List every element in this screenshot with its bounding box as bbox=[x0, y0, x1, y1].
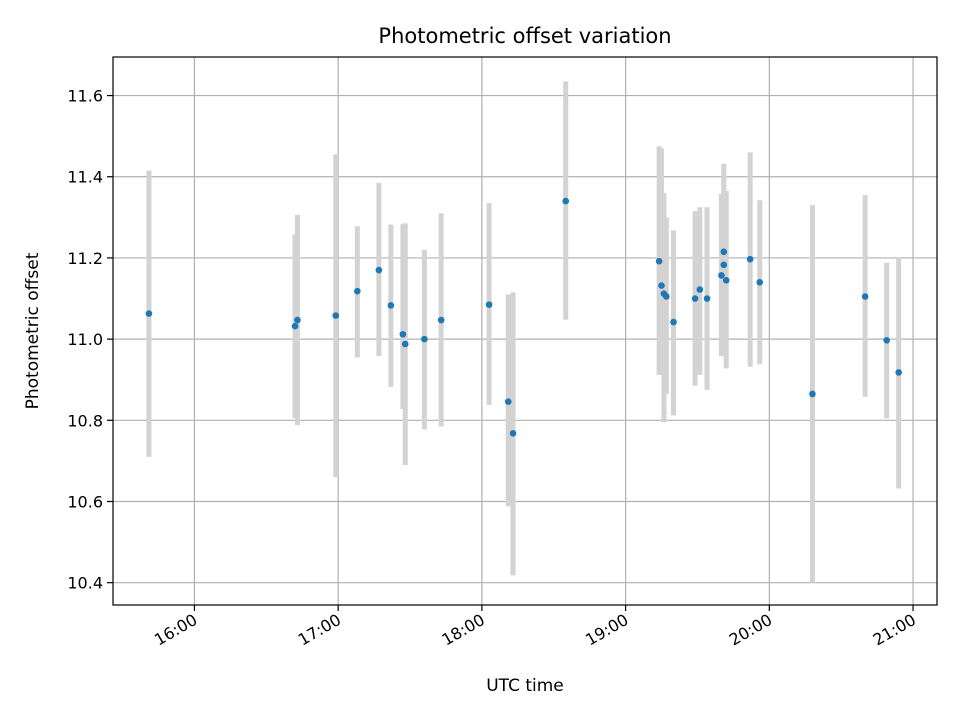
data-point bbox=[387, 302, 395, 309]
data-point bbox=[691, 295, 699, 302]
grid bbox=[113, 57, 937, 605]
y-tick-label: 11.4 bbox=[67, 168, 103, 187]
data-point bbox=[399, 330, 407, 338]
data-point bbox=[562, 197, 570, 205]
chart-title: Photometric offset variation bbox=[378, 24, 671, 48]
data-point bbox=[809, 390, 816, 398]
y-axis-label: Photometric offset bbox=[23, 252, 43, 409]
data-points bbox=[145, 197, 902, 437]
data-point bbox=[655, 257, 663, 265]
data-point bbox=[421, 335, 428, 343]
data-point bbox=[401, 340, 409, 348]
data-point bbox=[504, 398, 512, 405]
data-point bbox=[756, 278, 764, 286]
y-tick-label: 10.4 bbox=[67, 574, 103, 593]
data-point bbox=[663, 293, 670, 300]
y-axis-ticks: 10.4 10.6 10.8 11.0 11.2 11.4 11.6 bbox=[67, 87, 113, 593]
data-point bbox=[332, 312, 340, 319]
data-point bbox=[145, 310, 153, 317]
data-point bbox=[485, 301, 493, 308]
data-point bbox=[696, 286, 704, 293]
data-point bbox=[895, 369, 902, 376]
y-tick-label: 10.6 bbox=[67, 492, 103, 511]
y-tick-label: 11.0 bbox=[67, 330, 103, 349]
data-point bbox=[720, 261, 728, 269]
y-tick-label: 11.6 bbox=[67, 87, 103, 106]
data-point bbox=[883, 337, 890, 344]
data-point bbox=[375, 266, 383, 274]
y-tick-label: 11.2 bbox=[67, 249, 103, 268]
data-point bbox=[658, 282, 665, 289]
plot-frame bbox=[112, 56, 938, 606]
data-point bbox=[720, 248, 728, 256]
data-point bbox=[703, 295, 711, 302]
data-point bbox=[294, 316, 301, 324]
data-point bbox=[722, 276, 730, 284]
data-point bbox=[861, 293, 869, 300]
data-point bbox=[437, 316, 445, 324]
data-point bbox=[509, 429, 517, 437]
y-tick-label: 10.8 bbox=[67, 411, 103, 430]
data-point bbox=[746, 255, 754, 263]
x-axis-label: UTC time bbox=[486, 676, 564, 696]
data-point bbox=[354, 287, 361, 295]
data-point bbox=[670, 318, 677, 326]
data-point bbox=[291, 322, 299, 330]
data-point bbox=[718, 272, 725, 279]
